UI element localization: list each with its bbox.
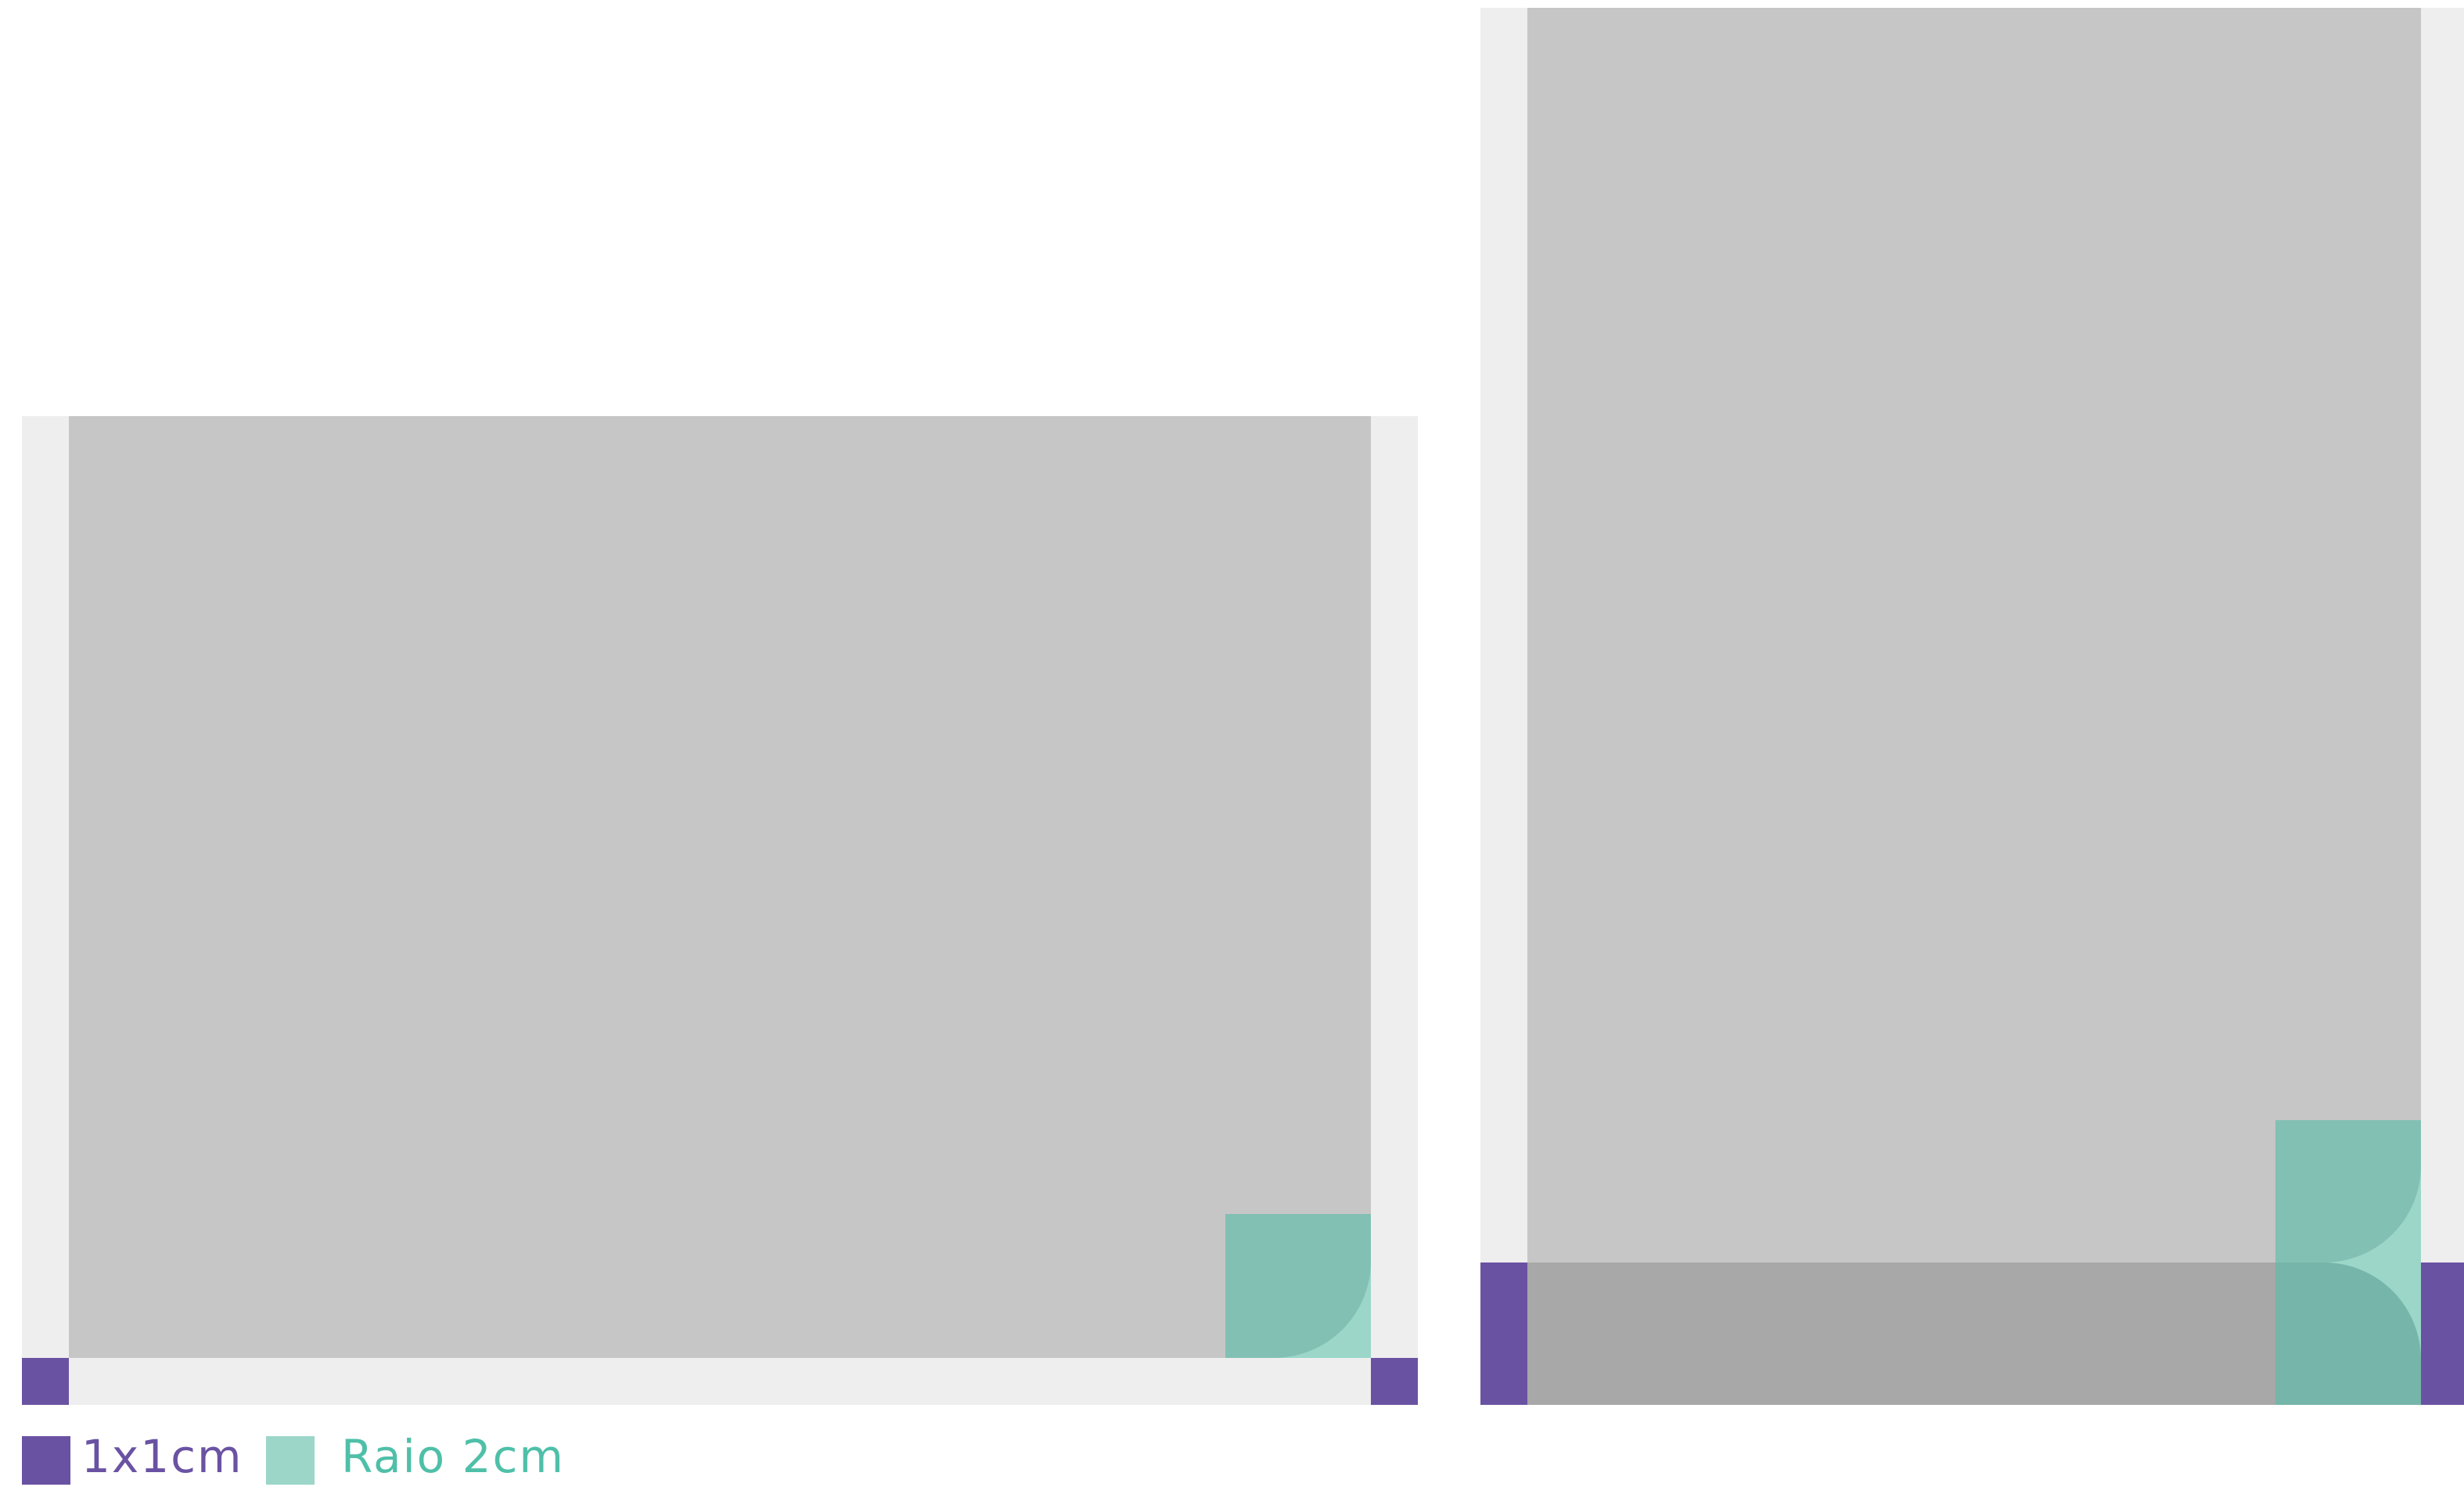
landscape-unit-square-left — [22, 1358, 69, 1405]
legend-unit-swatch — [22, 1436, 70, 1485]
portrait-radius-upper-shape — [2275, 1120, 2421, 1263]
portrait-radius-lower-shape — [2275, 1263, 2421, 1405]
portrait-footer-band — [1527, 1263, 2421, 1405]
legend-unit-label: 1x1cm — [81, 1430, 243, 1483]
portrait-unit-square-left — [1480, 1263, 1527, 1405]
portrait-layout — [1480, 8, 2464, 1405]
landscape-layout — [22, 416, 1418, 1405]
portrait-content-area — [1527, 8, 2421, 1263]
landscape-unit-square-right — [1371, 1358, 1418, 1405]
landscape-radius-corner-shape — [1225, 1214, 1371, 1358]
legend-radius-swatch — [266, 1436, 315, 1485]
landscape-content-area — [69, 416, 1371, 1358]
legend-radius-label: Raio 2cm — [341, 1430, 565, 1483]
portrait-unit-square-right — [2421, 1263, 2464, 1405]
